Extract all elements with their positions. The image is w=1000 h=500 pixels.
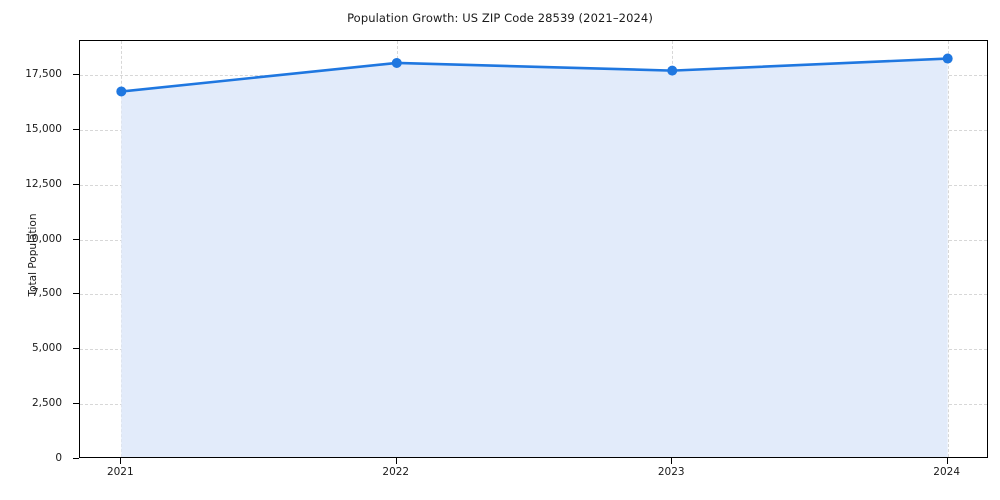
y-axis-tick-mark <box>73 238 79 240</box>
x-axis-tick-label: 2021 <box>106 466 134 478</box>
y-axis-tick-mark <box>73 403 79 405</box>
y-axis-tick-label: 0 <box>55 452 62 464</box>
gridline-vertical <box>947 41 949 457</box>
y-axis-tick-label: 12,500 <box>25 177 62 190</box>
x-axis-tick-label: 2023 <box>657 466 685 478</box>
line-path <box>120 57 949 93</box>
x-axis-tick-mark <box>946 458 948 464</box>
y-axis-tick-mark <box>73 74 79 75</box>
y-axis-tick-mark <box>73 128 79 130</box>
x-axis-tick-mark <box>120 458 122 464</box>
y-axis-label: Total Population <box>27 213 39 297</box>
plot-area <box>79 40 988 458</box>
data-point-marker[interactable] <box>942 53 953 64</box>
data-point-marker[interactable] <box>116 86 127 97</box>
x-axis-tick-label: 2022 <box>382 466 410 478</box>
y-axis-tick-label: 7,500 <box>31 287 62 300</box>
area-fill <box>121 58 948 457</box>
y-axis-tick-mark <box>73 183 79 185</box>
y-axis-tick-label: 15,000 <box>25 122 62 135</box>
y-axis-tick-label: 17,500 <box>25 68 62 80</box>
y-axis-tick-label: 2,500 <box>31 397 62 410</box>
y-axis-tick-mark <box>73 458 79 459</box>
y-axis-tick-mark <box>73 348 79 350</box>
y-axis-tick-label: 10,000 <box>25 232 62 245</box>
y-axis-tick-mark <box>73 293 79 295</box>
data-series-line <box>116 53 953 457</box>
chart-title: Population Growth: US ZIP Code 28539 (20… <box>347 11 653 25</box>
y-axis-tick-label: 5,000 <box>31 342 62 355</box>
data-point-markers <box>116 53 953 97</box>
data-point-marker[interactable] <box>391 57 402 68</box>
x-axis-tick-mark <box>671 458 673 464</box>
x-axis-tick-label: 2024 <box>933 466 961 478</box>
data-point-marker[interactable] <box>667 65 678 76</box>
x-axis-tick-mark <box>395 458 397 464</box>
